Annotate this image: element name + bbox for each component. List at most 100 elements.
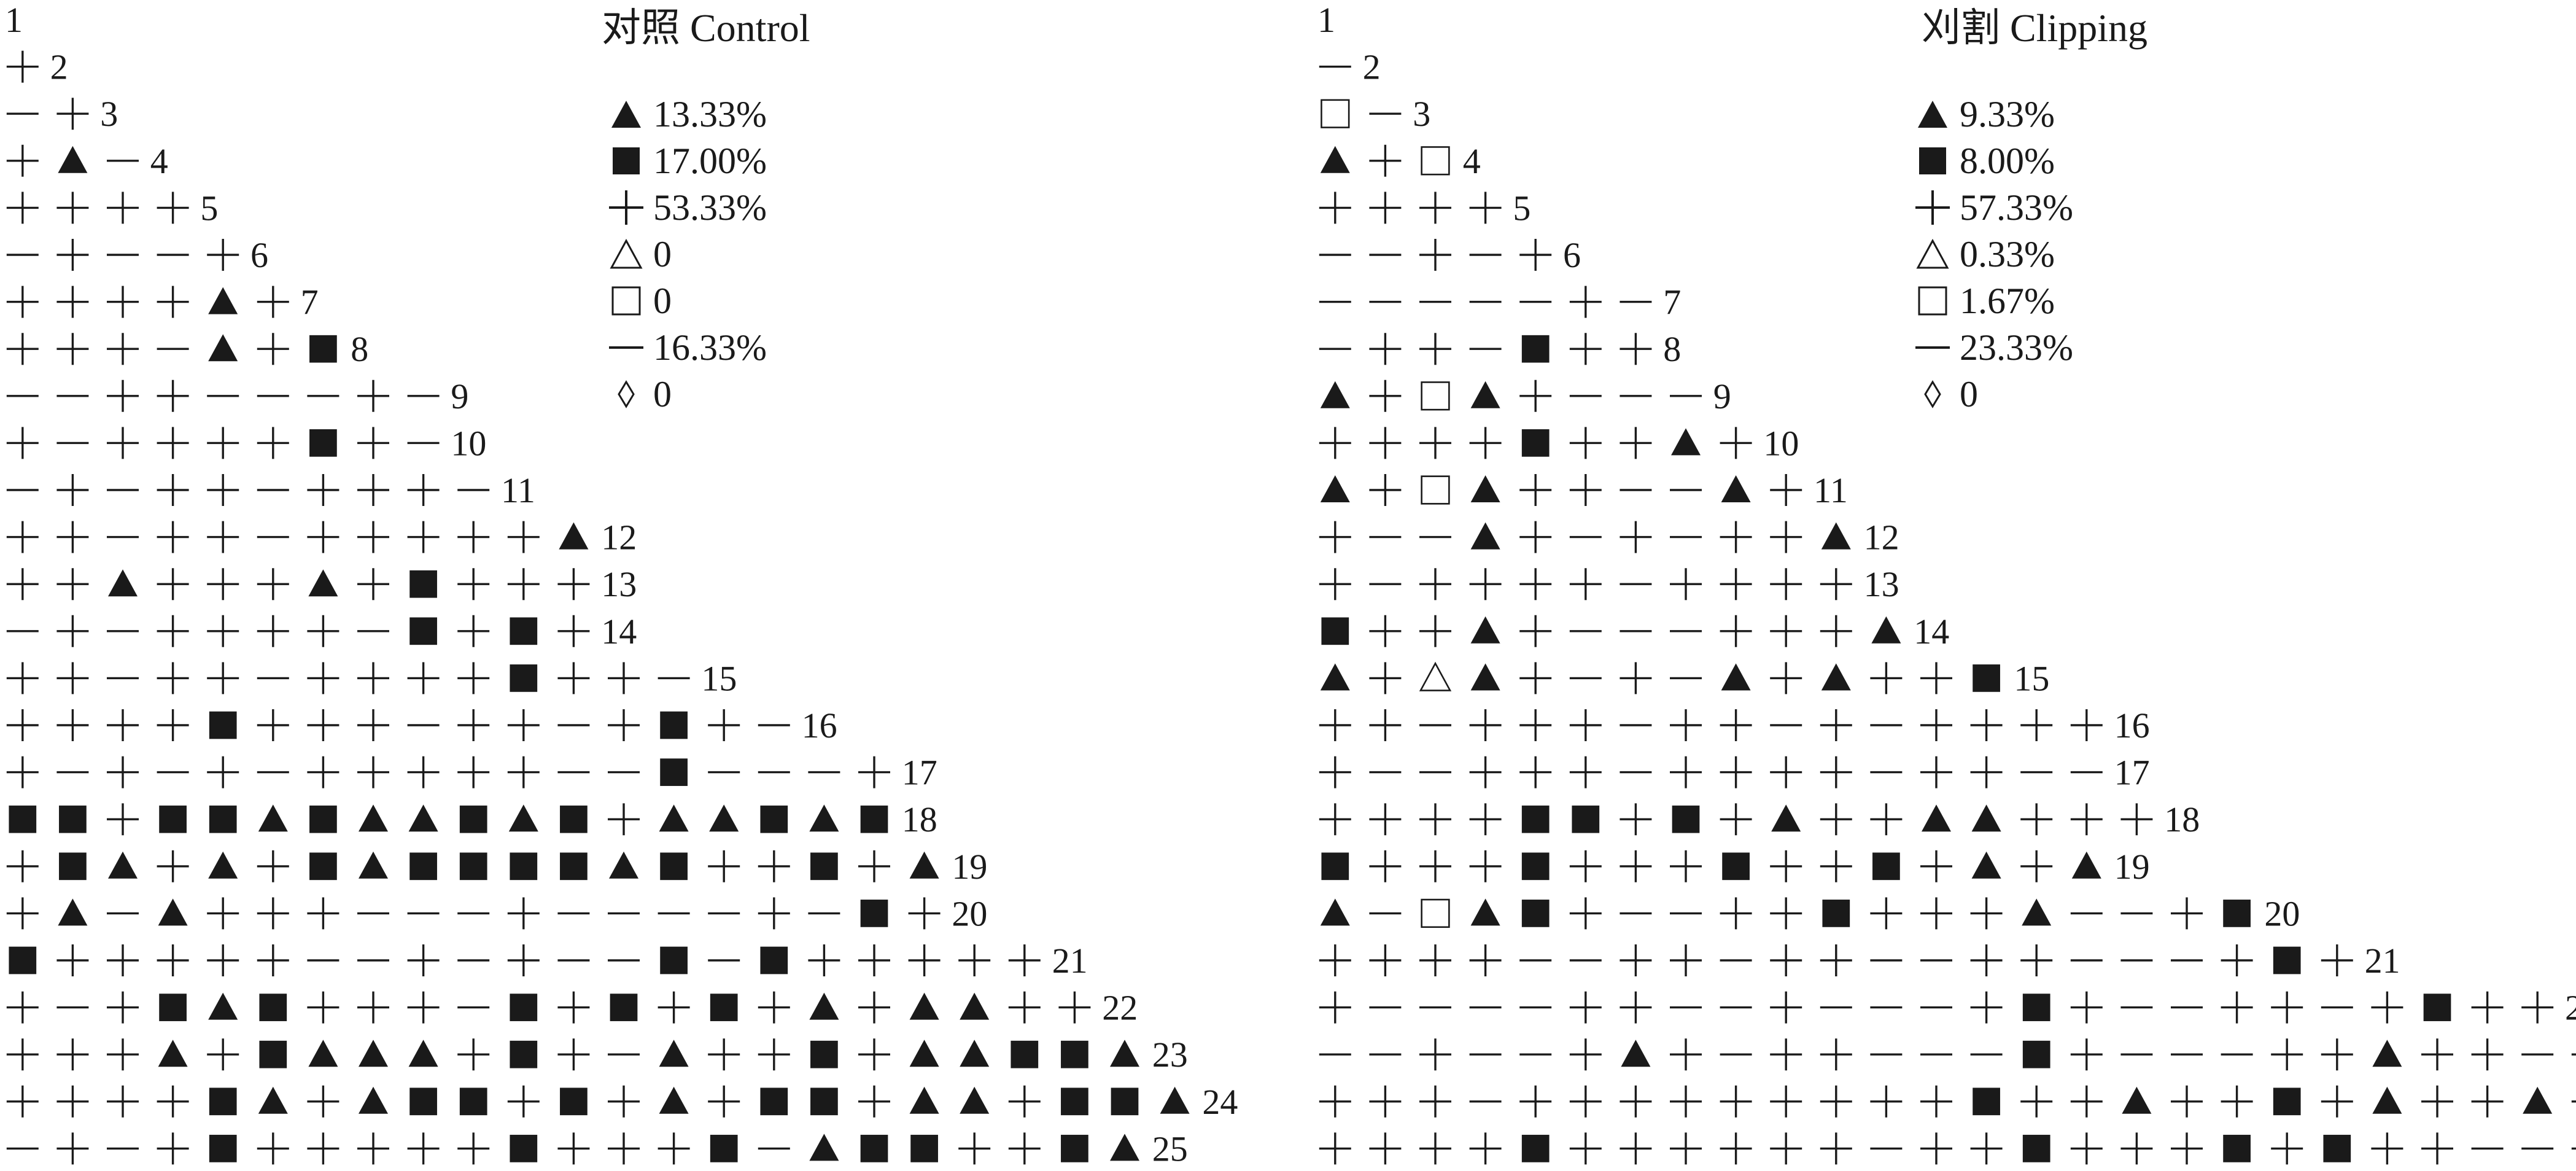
legend-value: 13.33% — [653, 93, 767, 134]
plus-mark — [1970, 756, 2003, 788]
open-square-mark — [1421, 146, 1450, 176]
plus-mark — [1569, 756, 1602, 788]
plus-mark — [2070, 1132, 2103, 1165]
matrix-row: 20 — [6, 893, 987, 933]
plus-mark — [1319, 803, 1351, 836]
plus-mark — [207, 944, 239, 976]
matrix-row: 24 — [1319, 1085, 2576, 1118]
plus-mark — [1670, 1085, 1702, 1118]
matrix-row: 9 — [6, 376, 468, 416]
plus-mark — [1720, 568, 1752, 601]
filled-triangle-icon — [611, 101, 641, 128]
plus-mark — [1670, 756, 1702, 788]
filled-triangle-mark — [909, 1040, 939, 1067]
plus-mark — [1519, 756, 1552, 788]
plus-mark — [557, 568, 590, 601]
filled-triangle-mark — [408, 804, 438, 832]
filled-triangle-mark — [2372, 1040, 2402, 1067]
plus-mark — [557, 1132, 590, 1165]
plus-mark — [207, 239, 239, 271]
plus-mark — [1419, 1038, 1451, 1071]
filled-square-icon — [1919, 147, 1946, 174]
filled-triangle-mark — [1160, 1086, 1190, 1114]
filled-square-mark — [1672, 805, 1700, 833]
plus-mark — [1319, 944, 1351, 976]
plus-mark — [307, 474, 339, 506]
plus-mark — [2471, 991, 2504, 1024]
plus-mark — [357, 521, 389, 553]
plus-mark — [457, 709, 490, 741]
plus-mark — [1369, 427, 1402, 459]
filled-triangle-mark — [659, 1040, 689, 1067]
matrix-row: 7 — [6, 282, 319, 322]
row-number: 25 — [1152, 1129, 1188, 1169]
plus-mark — [56, 709, 89, 741]
filled-square-mark — [1521, 852, 1550, 881]
plus-mark — [2371, 1132, 2403, 1165]
plus-mark — [1620, 1132, 1652, 1165]
plus-mark — [1970, 991, 2003, 1024]
plus-mark — [1820, 850, 1852, 882]
plus-mark — [107, 1038, 139, 1071]
plus-mark — [1770, 1132, 1802, 1165]
plus-mark — [257, 615, 289, 647]
matrix-row: 1 — [5, 0, 23, 40]
plus-mark — [1519, 239, 1552, 271]
row-number: 12 — [601, 518, 637, 558]
plus-mark — [1920, 1085, 1952, 1118]
plus-mark — [157, 568, 189, 601]
plus-mark — [1369, 474, 1402, 506]
plus-mark — [6, 897, 39, 930]
plus-mark — [1369, 662, 1402, 694]
filled-square-mark — [560, 805, 588, 833]
plus-mark — [457, 1038, 490, 1071]
plus-mark — [157, 944, 189, 976]
filled-square-mark — [2223, 1135, 2251, 1162]
matrix-row: 17 — [6, 753, 937, 793]
legend-item: 8.00% — [1913, 138, 2055, 184]
plus-mark — [608, 803, 640, 836]
filled-square-mark — [259, 994, 287, 1021]
plus-mark — [1008, 1085, 1041, 1118]
plus-mark — [1720, 521, 1752, 553]
plus-mark — [1469, 192, 1502, 224]
plus-mark — [107, 991, 139, 1024]
filled-square-mark — [159, 994, 187, 1021]
plus-mark — [56, 286, 89, 318]
matrix-row: 6 — [6, 235, 268, 275]
plus-mark — [1319, 427, 1351, 459]
plus-mark — [1369, 1085, 1402, 1118]
plus-mark — [1720, 1132, 1752, 1165]
plus-mark — [1519, 615, 1552, 647]
filled-square-mark — [309, 852, 337, 881]
plus-mark — [1820, 1132, 1852, 1165]
plus-mark — [407, 521, 440, 553]
plus-mark — [107, 756, 139, 788]
plus-mark — [257, 709, 289, 741]
filled-square-mark — [309, 429, 337, 457]
plus-mark — [1920, 850, 1952, 882]
row-number: 22 — [2565, 988, 2576, 1028]
plus-mark — [1419, 1132, 1451, 1165]
plus-mark — [2020, 803, 2053, 836]
plus-mark — [56, 615, 89, 647]
plus-mark — [658, 991, 690, 1024]
matrix-row: 21 — [1319, 941, 2400, 981]
row-number: 22 — [1102, 988, 1138, 1028]
filled-triangle-mark — [1470, 475, 1500, 502]
matrix-row: 8 — [1319, 329, 1681, 369]
matrix-row: 6 — [1319, 235, 1581, 275]
plus-mark — [307, 1085, 339, 1118]
plus-mark — [1970, 944, 2003, 976]
plus-mark — [1319, 991, 1351, 1024]
plus-mark — [56, 521, 89, 553]
plus-mark — [407, 944, 440, 976]
matrix-row: 7 — [1319, 282, 1681, 322]
plus-mark — [1419, 192, 1451, 224]
open-square-mark — [1421, 475, 1450, 505]
matrix-row: 4 — [6, 141, 168, 181]
plus-mark — [457, 615, 490, 647]
filled-square-mark — [760, 805, 788, 833]
plus-mark — [1670, 944, 1702, 976]
panel-title-control: 对照 Control — [602, 6, 810, 50]
